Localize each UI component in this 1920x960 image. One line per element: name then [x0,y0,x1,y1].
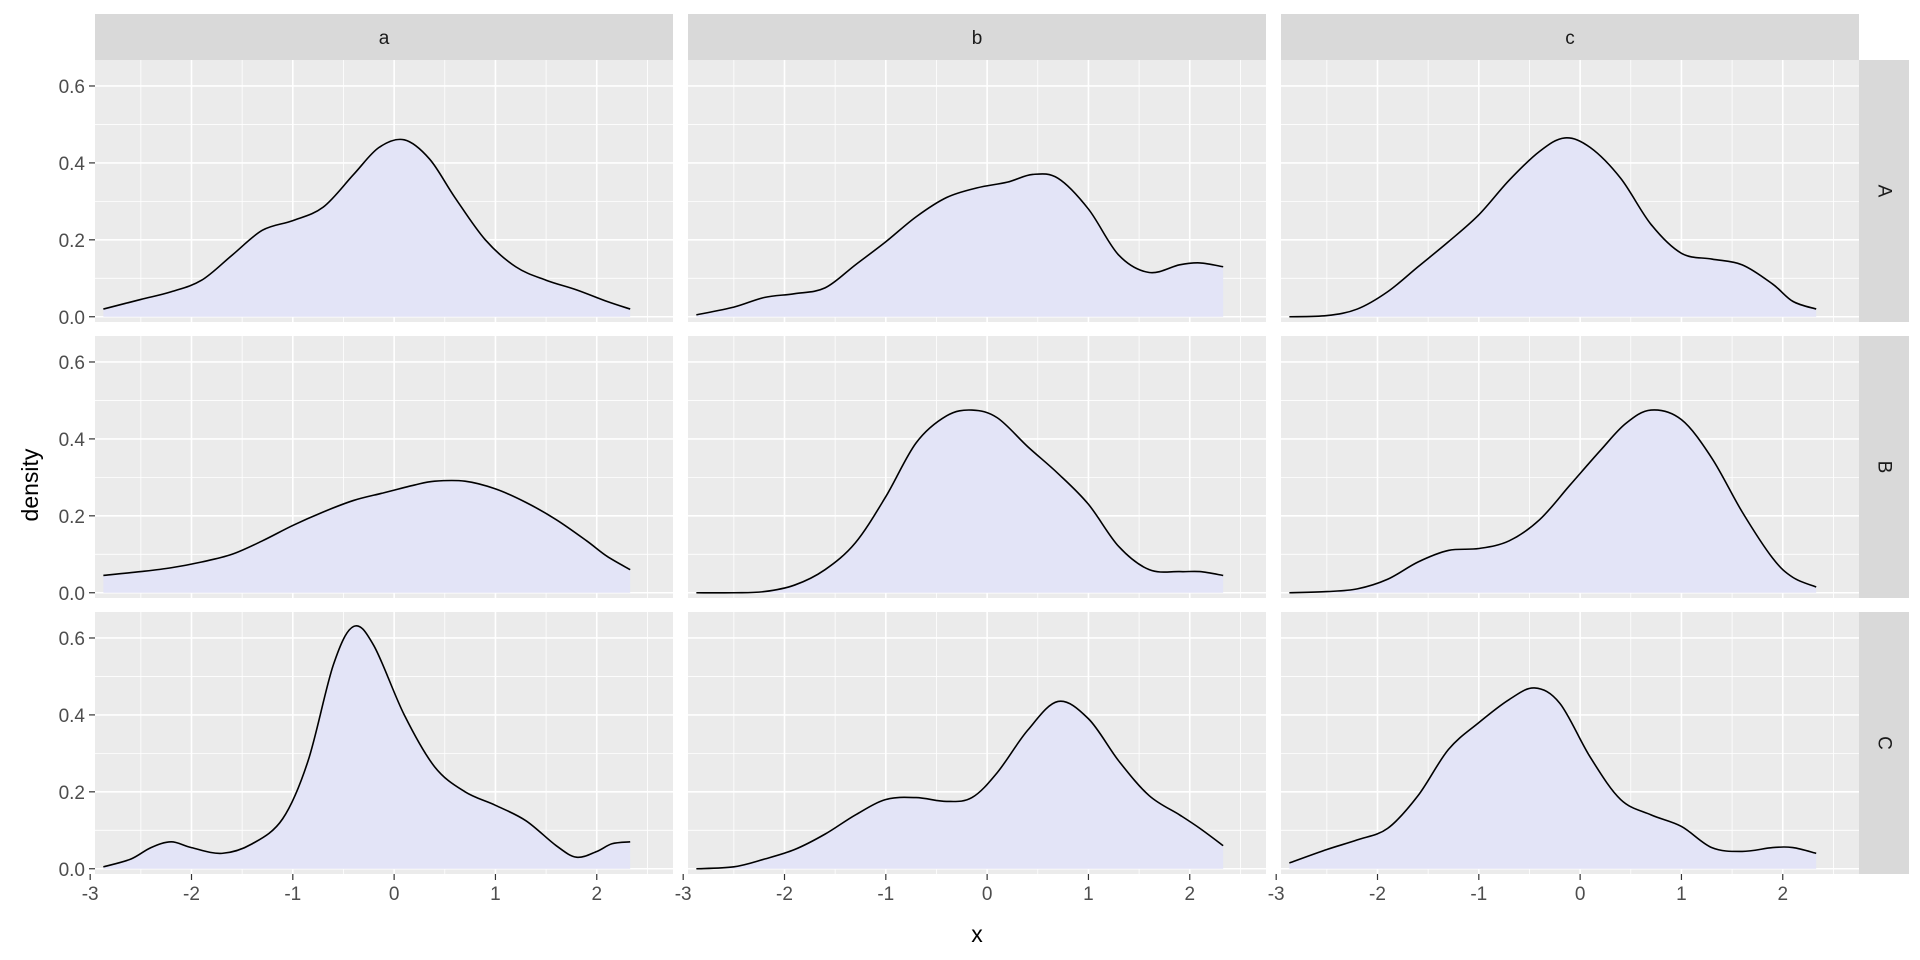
x-tick-label: -2 [183,884,200,905]
x-tick-label: -1 [1470,884,1487,905]
strip-top-a [95,14,673,60]
density-area-B-b [696,409,1224,593]
x-tick-label: -1 [284,884,301,905]
strip-label-row-C: C [1874,736,1895,750]
density-area-A-a [103,139,631,317]
y-tick-label: 0.2 [59,231,85,252]
y-tick-label: 0.6 [59,629,85,650]
density-line-C-c [1289,687,1817,864]
strip-top-b [688,14,1266,60]
y-tick-label: 0.4 [59,430,86,451]
x-tick-label: 1 [490,884,501,905]
density-line-A-c [1289,137,1817,318]
strip-top-c [1281,14,1859,60]
x-tick-label: -3 [1268,884,1285,905]
x-tick-label: 0 [389,884,400,905]
y-tick-label: 0.4 [59,706,86,727]
density-area-C-c [1289,687,1817,869]
x-tick-label: 0 [982,884,993,905]
strip-label-col-a: a [379,28,390,49]
density-area-C-a [103,625,631,869]
strip-label-row-B: B [1874,461,1895,474]
strip-right-C [1859,612,1909,874]
x-tick-label: -3 [82,884,99,905]
strip-right-A [1859,60,1909,322]
density-area-B-c [1289,409,1817,593]
y-tick-label: 0.6 [59,353,85,374]
strips-layer: a b c A B C [95,14,1909,874]
density-area-C-b [696,701,1224,869]
y-tick-label: 0.0 [59,860,85,881]
density-area-B-a [103,480,631,593]
x-axis-title: x [971,921,983,947]
x-tick-label: -1 [877,884,894,905]
density-line-A-b [696,173,1224,316]
strip-right-B [1859,336,1909,598]
y-axis-title: density [17,448,43,521]
density-area-A-b [696,173,1224,317]
y-tick-label: 0.2 [59,783,85,804]
y-tick-label: 0.6 [59,77,85,98]
density-line-B-a [103,479,631,577]
x-tick-label: 1 [1083,884,1094,905]
y-tick-label: 0.0 [59,308,85,329]
axes-layer: 0.0 0.2 0.4 0.6 0.0 0.2 0.4 0.6 0.0 0.2 0.4 0.6 -3 -2… [59,77,1788,905]
y-tick-label: 0.4 [59,154,86,175]
x-tick-label: 2 [1777,884,1788,905]
density-line-B-b [696,409,1224,594]
x-tick-label: 1 [1676,884,1687,905]
x-tick-label: 2 [591,884,602,905]
y-tick-label: 0.0 [59,584,85,605]
density-line-B-c [1289,409,1817,594]
x-tick-label: 0 [1575,884,1586,905]
strip-label-col-c: c [1565,28,1575,49]
density-area-A-c [1289,137,1817,317]
x-tick-label: 2 [1184,884,1195,905]
panels-layer [89,60,1859,874]
strip-label-row-A: A [1874,185,1895,198]
density-line-A-a [103,138,631,310]
x-tick-label: -2 [1369,884,1386,905]
y-tick-label: 0.2 [59,507,85,528]
strip-label-col-b: b [972,28,983,49]
density-line-C-a [103,624,631,868]
x-tick-label: -3 [675,884,692,905]
x-tick-label: -2 [776,884,793,905]
density-line-C-b [696,700,1224,870]
